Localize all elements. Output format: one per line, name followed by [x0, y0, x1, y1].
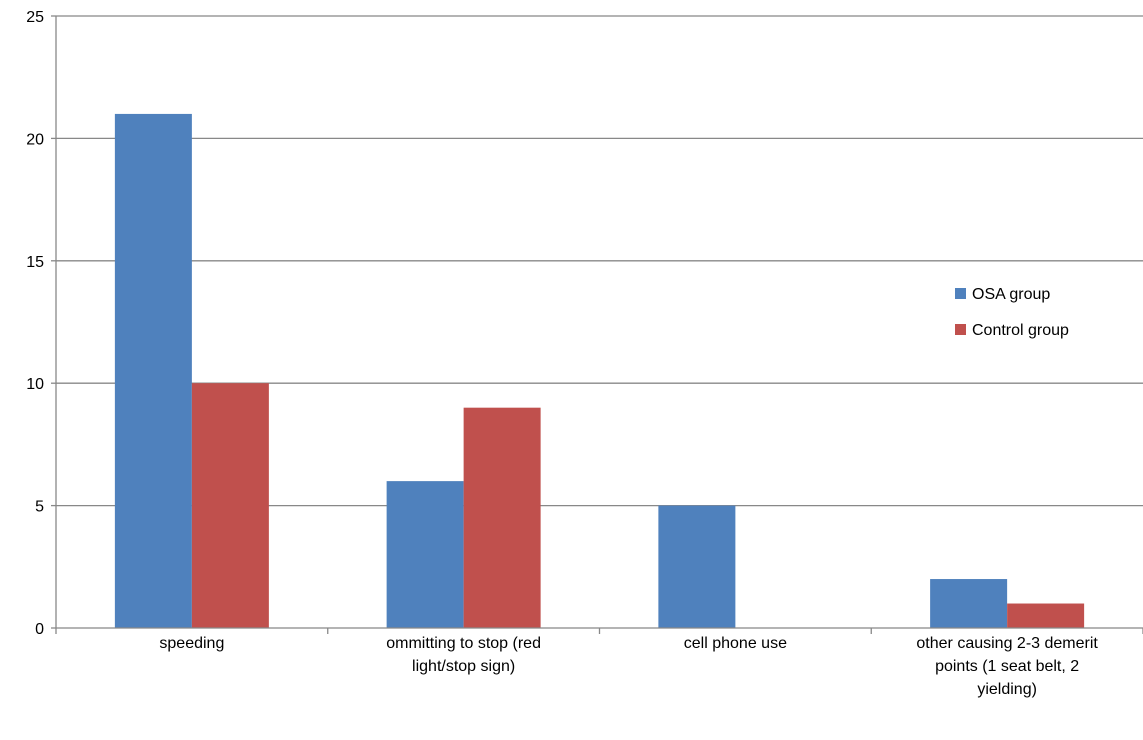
x-category-label-line: ommitting to stop (red: [386, 635, 541, 652]
y-tick-label: 10: [26, 376, 44, 393]
bar: [930, 579, 1008, 628]
x-category-label-line: yielding): [977, 681, 1037, 698]
x-category-label-line: light/stop sign): [412, 658, 515, 675]
bar: [114, 113, 192, 629]
x-category-label: speeding: [159, 635, 224, 652]
x-category-label-line: other causing 2-3 demerit: [916, 635, 1098, 652]
y-axis-tick-labels: 0 5 10 15 20 25: [26, 9, 44, 638]
x-category-label-line: speeding: [159, 635, 224, 652]
y-tick-label: 20: [26, 131, 44, 148]
y-tick-label: 0: [35, 621, 44, 638]
x-category-label-line: points (1 seat belt, 2: [935, 658, 1079, 675]
x-category-label: cell phone use: [684, 635, 787, 652]
legend-label: Control group: [972, 322, 1069, 339]
y-tick-label: 5: [35, 499, 44, 516]
y-tick-label: 25: [26, 9, 44, 26]
legend-swatch: [955, 324, 966, 335]
axes: [51, 15, 1143, 634]
legend-label: OSA group: [972, 286, 1050, 303]
x-axis-category-labels: speeding ommitting to stop (red light/stop…: [159, 635, 1098, 698]
x-category-label-line: cell phone use: [684, 635, 787, 652]
bar: [1007, 603, 1085, 628]
bar: [386, 481, 464, 628]
legend: OSA group Control group: [955, 286, 1069, 339]
legend-swatch: [955, 288, 966, 299]
bar: [658, 505, 736, 628]
bar: [463, 407, 541, 628]
bars: [114, 113, 1085, 629]
x-category-label: ommitting to stop (red light/stop sign): [386, 635, 541, 675]
y-tick-label: 15: [26, 254, 44, 271]
x-category-label: other causing 2-3 demerit points (1 seat …: [916, 635, 1098, 698]
bar: [191, 383, 269, 628]
